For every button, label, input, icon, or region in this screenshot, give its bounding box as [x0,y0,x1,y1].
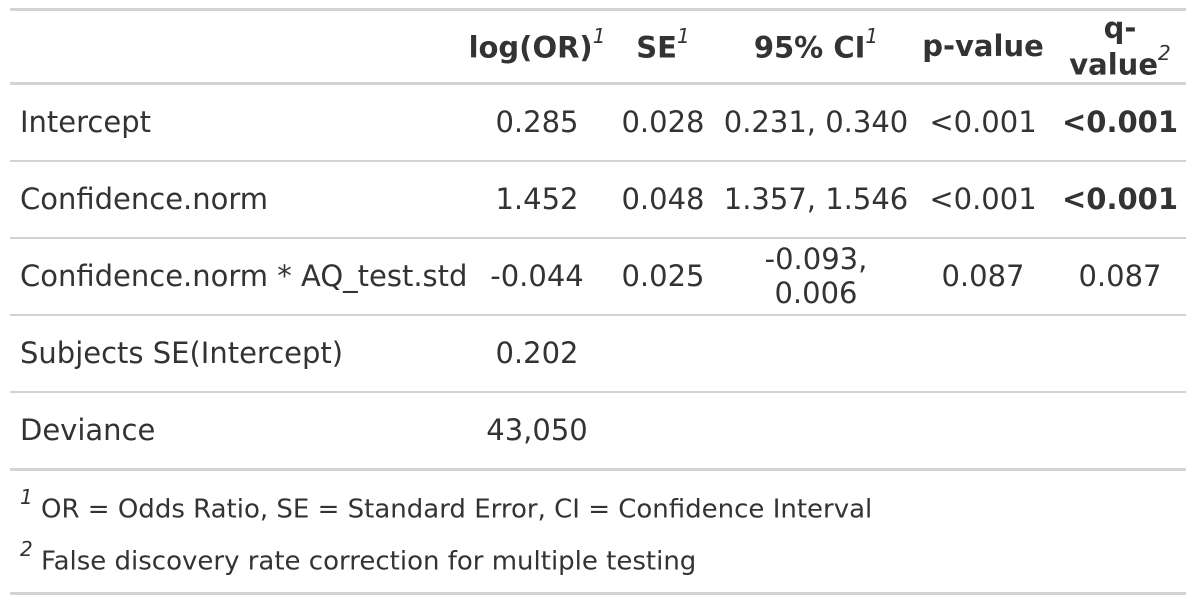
row-term: Subjects SE(Intercept) [10,313,468,392]
header-row: log(OR)1 SE1 95% CI1 p-value q-value2 [10,9,1186,84]
row-ci: 0.231, 0.340 [723,105,909,140]
footnote: 2 False discovery rate correction for mu… [20,531,1186,584]
row-p-value: <0.001 [929,105,1037,140]
table-row: Intercept 0.285 0.028 0.231, 0.340 <0.00… [10,83,1186,161]
header-se: SE1 [636,24,690,65]
row-se: 0.025 [606,236,720,315]
row-log-or: -0.044 [468,236,606,315]
table-body: Intercept 0.285 0.028 0.231, 0.340 <0.00… [10,83,1186,471]
row-q-value: 0.087 [1054,236,1186,315]
row-term: Confidence.norm * AQ_test.std [10,236,468,315]
header-q-value: q-value2 [1069,11,1171,82]
regression-table: log(OR)1 SE1 95% CI1 p-value q-value2 In… [10,8,1186,471]
row-term: Intercept [20,105,151,140]
footnote-mark: 2 [1158,41,1171,65]
row-se [606,313,720,392]
row-term: Confidence.norm [10,159,468,238]
footnote-text: False discovery rate correction for mult… [41,546,697,577]
row-ci [720,390,912,471]
row-log-or: 0.202 [468,313,606,392]
row-ci: -0.093, 0.006 [720,236,912,315]
row-q-value: <0.001 [1054,159,1186,238]
row-q-value: <0.001 [1061,105,1179,140]
footnote-text: OR = Odds Ratio, SE = Standard Error, CI… [41,494,873,525]
header-p-value: p-value [922,29,1044,64]
table-header: log(OR)1 SE1 95% CI1 p-value q-value2 [10,9,1186,84]
row-log-or: 0.285 [495,105,579,140]
row-p-value [912,313,1054,392]
row-p-value: 0.087 [912,236,1054,315]
footnote-mark: 1 [20,484,33,509]
row-ci [720,313,912,392]
table-row: Deviance 43,050 [10,390,1186,471]
footnote-mark: 2 [20,537,33,562]
row-log-or: 1.452 [468,159,606,238]
row-se: 0.028 [621,105,705,140]
footnote-mark: 1 [865,24,879,48]
footnote-mark: 1 [676,24,690,48]
footnote: 1 OR = Odds Ratio, SE = Standard Error, … [20,479,1186,532]
regression-table-container: log(OR)1 SE1 95% CI1 p-value q-value2 In… [10,8,1186,595]
table-row: Confidence.norm * AQ_test.std -0.044 0.0… [10,236,1186,315]
row-log-or: 43,050 [468,390,606,471]
table-row: Confidence.norm 1.452 0.048 1.357, 1.546… [10,159,1186,238]
row-se: 0.048 [606,159,720,238]
row-term: Deviance [10,390,468,471]
header-ci: 95% CI1 [753,24,879,65]
header-log-or: log(OR)1 [468,24,606,65]
header-term [10,10,468,84]
row-p-value: <0.001 [912,159,1054,238]
row-q-value [1054,313,1186,392]
row-se [606,390,720,471]
table-row: Subjects SE(Intercept) 0.202 [10,313,1186,392]
row-p-value [912,390,1054,471]
row-ci: 1.357, 1.546 [720,159,912,238]
footnote-mark: 1 [592,24,606,48]
table-footnotes: 1 OR = Odds Ratio, SE = Standard Error, … [10,471,1186,595]
row-q-value [1054,390,1186,471]
